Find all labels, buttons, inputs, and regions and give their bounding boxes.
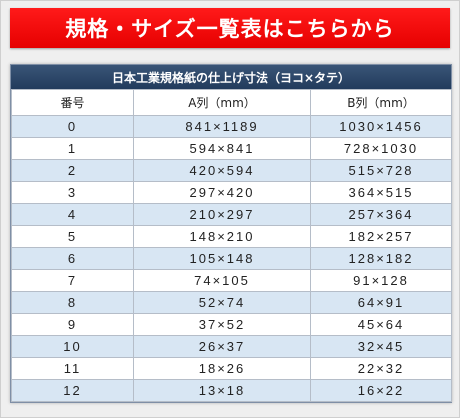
size-number-cell: 12 [11,379,134,402]
size-number-cell: 3 [11,181,134,204]
table-row: 12 13×18 16×22 [11,379,452,402]
a-series-size-cell: 52×74 [133,291,311,314]
b-series-size-cell: 22×32 [310,357,452,380]
a-series-size-cell: 420×594 [133,159,311,182]
size-number-cell: 11 [11,357,134,380]
a-series-size-cell: 13×18 [133,379,311,402]
table-row: 0 841×1189 1030×1456 [11,115,452,138]
a-series-size-cell: 74×105 [133,269,311,292]
table-row: 1 594×841 728×1030 [11,137,452,160]
table-row: 9 37×52 45×64 [11,313,452,336]
header-b-series: B列（mm） [310,89,452,116]
paper-size-table: 番号 A列（mm） B列（mm） 0 841×1189 1030×1456 1 594×… [11,89,452,402]
size-number-cell: 1 [11,137,134,160]
size-number-cell: 4 [11,203,134,226]
b-series-size-cell: 515×728 [310,159,452,182]
table-row: 4 210×297 257×364 [11,203,452,226]
b-series-size-cell: 16×22 [310,379,452,402]
table-row: 5 148×210 182×257 [11,225,452,248]
a-series-size-cell: 18×26 [133,357,311,380]
a-series-size-cell: 26×37 [133,335,311,358]
header-a-series: A列（mm） [133,89,311,116]
a-series-size-cell: 37×52 [133,313,311,336]
table-row: 7 74×105 91×128 [11,269,452,292]
table-row: 11 18×26 22×32 [11,357,452,380]
table-row: 6 105×148 128×182 [11,247,452,270]
size-number-cell: 9 [11,313,134,336]
size-number-cell: 10 [11,335,134,358]
a-series-size-cell: 148×210 [133,225,311,248]
size-list-banner-link[interactable]: 規格・サイズ一覧表はこちらから [10,8,450,48]
b-series-size-cell: 364×515 [310,181,452,204]
table-row: 3 297×420 364×515 [11,181,452,204]
size-number-cell: 7 [11,269,134,292]
a-series-size-cell: 105×148 [133,247,311,270]
b-series-size-cell: 64×91 [310,291,452,314]
table-row: 2 420×594 515×728 [11,159,452,182]
b-series-size-cell: 182×257 [310,225,452,248]
b-series-size-cell: 257×364 [310,203,452,226]
b-series-size-cell: 91×128 [310,269,452,292]
a-series-size-cell: 210×297 [133,203,311,226]
table-row: 10 26×37 32×45 [11,335,452,358]
a-series-size-cell: 841×1189 [133,115,311,138]
table-row: 8 52×74 64×91 [11,291,452,314]
a-series-size-cell: 594×841 [133,137,311,160]
b-series-size-cell: 128×182 [310,247,452,270]
size-number-cell: 5 [11,225,134,248]
table-header-row: 番号 A列（mm） B列（mm） [11,89,452,116]
b-series-size-cell: 1030×1456 [310,115,452,138]
b-series-size-cell: 32×45 [310,335,452,358]
a-series-size-cell: 297×420 [133,181,311,204]
size-number-cell: 8 [11,291,134,314]
table-title: 日本工業規格紙の仕上げ寸法（ヨコ×タテ） [11,65,451,89]
b-series-size-cell: 728×1030 [310,137,452,160]
size-number-cell: 6 [11,247,134,270]
b-series-size-cell: 45×64 [310,313,452,336]
size-number-cell: 0 [11,115,134,138]
header-number: 番号 [11,89,134,116]
size-number-cell: 2 [11,159,134,182]
